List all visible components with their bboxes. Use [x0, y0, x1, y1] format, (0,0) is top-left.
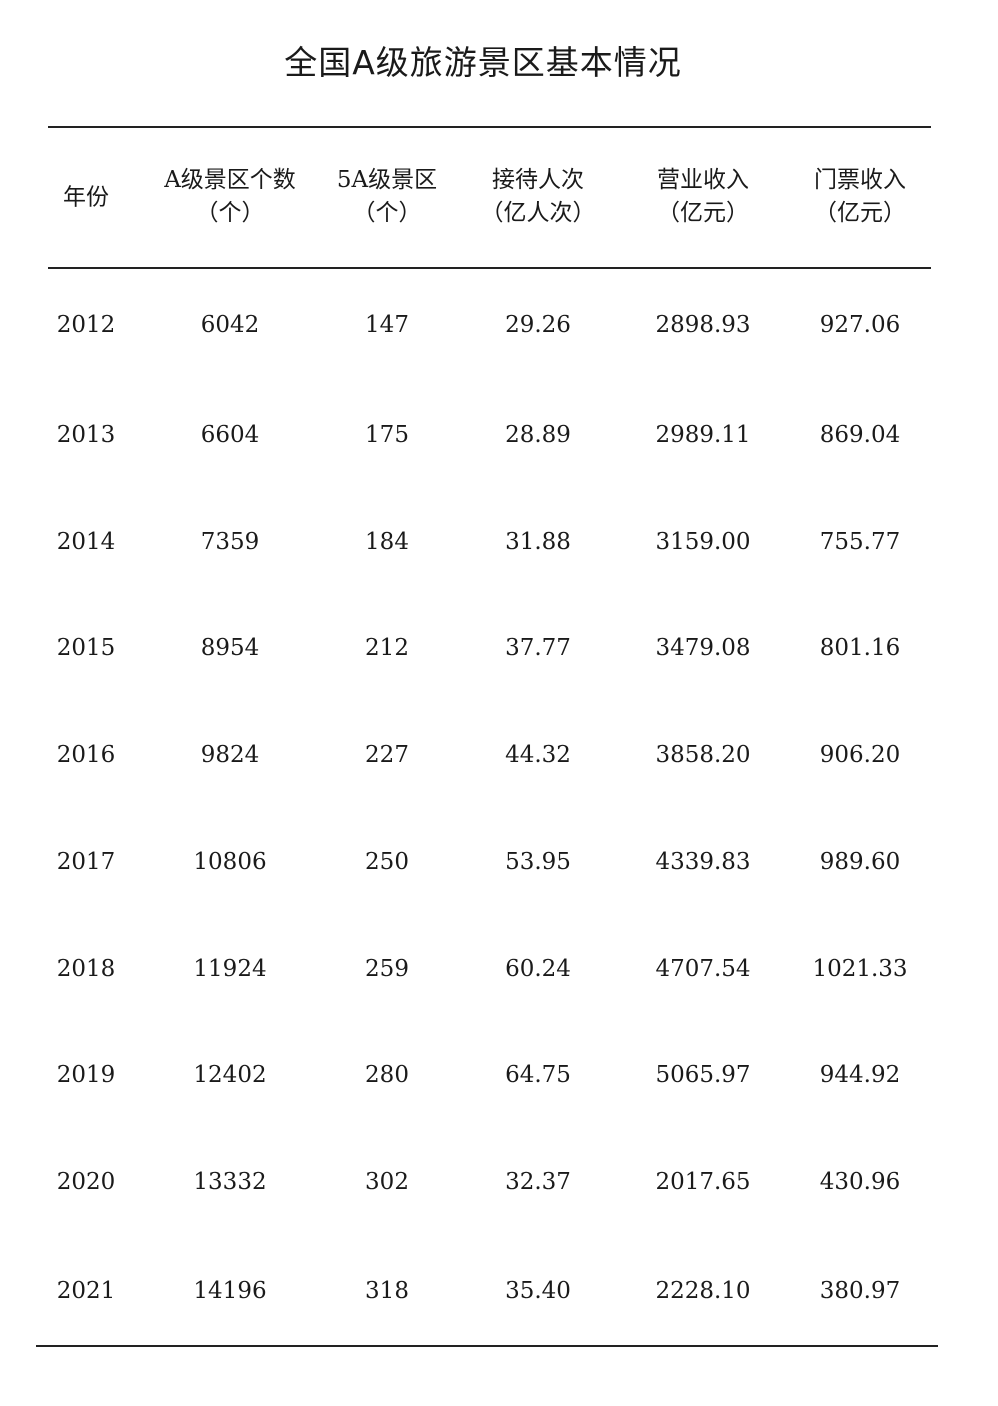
- table-cell: 6042: [200, 312, 260, 338]
- table-cell: 989.60: [819, 849, 901, 875]
- column-header-unit: （个）: [195, 200, 265, 226]
- table-cell: 44.32: [505, 742, 571, 768]
- table-cell: 4339.83: [655, 849, 751, 875]
- column-header-unit: （亿人次）: [480, 200, 596, 226]
- table-cell: 3479.08: [655, 635, 751, 661]
- table-cell: 29.26: [505, 312, 571, 338]
- table-cell: 2989.11: [655, 422, 751, 448]
- column-header-label: 5A级景区: [336, 167, 438, 193]
- table-cell: 147: [365, 312, 409, 338]
- row-year: 2016: [56, 742, 116, 768]
- column-header: A级景区个数 （个）: [164, 164, 296, 230]
- column-header: 门票收入 （亿元）: [814, 164, 906, 230]
- table-cell: 944.92: [819, 1062, 901, 1088]
- column-header-label: 接待人次: [492, 167, 584, 193]
- table-cell: 9824: [200, 742, 260, 768]
- table-cell: 32.37: [505, 1169, 571, 1195]
- column-header-label: 门票收入: [814, 167, 906, 193]
- table-cell: 10806: [193, 849, 267, 875]
- table-cell: 11924: [193, 956, 267, 982]
- table-cell: 2228.10: [655, 1278, 751, 1304]
- column-header-label: A级景区个数: [164, 167, 296, 193]
- table-cell: 7359: [200, 529, 260, 555]
- table-cell: 5065.97: [655, 1062, 751, 1088]
- row-year: 2013: [56, 422, 116, 448]
- table-cell: 13332: [193, 1169, 267, 1195]
- table-cell: 3159.00: [655, 529, 751, 555]
- table-cell: 302: [365, 1169, 409, 1195]
- table-cell: 380.97: [819, 1278, 901, 1304]
- table-cell: 12402: [193, 1062, 267, 1088]
- column-header: 接待人次 （亿人次）: [481, 164, 596, 230]
- column-header-unit: （个）: [352, 200, 422, 226]
- column-header-unit: （亿元）: [657, 200, 749, 226]
- row-year: 2018: [56, 956, 116, 982]
- table-cell: 3858.20: [655, 742, 751, 768]
- table-cell: 64.75: [505, 1062, 571, 1088]
- row-year: 2015: [56, 635, 116, 661]
- table-cell: 906.20: [819, 742, 901, 768]
- table-cell: 14196: [193, 1278, 267, 1304]
- column-header-label: 营业收入: [657, 167, 749, 193]
- row-year: 2019: [56, 1062, 116, 1088]
- table-cell: 2017.65: [655, 1169, 751, 1195]
- table-cell: 53.95: [505, 849, 571, 875]
- table-cell: 212: [365, 635, 409, 661]
- top-rule: [48, 126, 931, 128]
- table-cell: 2898.93: [655, 312, 751, 338]
- table-cell: 280: [365, 1062, 409, 1088]
- row-year: 2017: [56, 849, 116, 875]
- table-cell: 28.89: [505, 422, 571, 448]
- table-cell: 31.88: [505, 529, 571, 555]
- row-year: 2012: [56, 312, 116, 338]
- table-cell: 259: [365, 956, 409, 982]
- table-cell: 175: [365, 422, 409, 448]
- table-cell: 4707.54: [655, 956, 751, 982]
- table-cell: 755.77: [819, 529, 901, 555]
- table-cell: 801.16: [819, 635, 901, 661]
- column-header-label: 年份: [63, 184, 109, 211]
- table-cell: 927.06: [819, 312, 901, 338]
- table-cell: 35.40: [505, 1278, 571, 1304]
- table-cell: 318: [365, 1278, 409, 1304]
- table-title: 全国A级旅游景区基本情况: [284, 43, 682, 82]
- table-cell: 869.04: [819, 422, 901, 448]
- table-cell: 250: [365, 849, 409, 875]
- table-cell: 1021.33: [812, 956, 908, 982]
- table-cell: 430.96: [819, 1169, 901, 1195]
- table-cell: 184: [365, 529, 409, 555]
- column-header-unit: （亿元）: [814, 200, 906, 226]
- row-year: 2021: [56, 1278, 116, 1304]
- column-header: 5A级景区 （个）: [337, 164, 437, 230]
- row-year: 2014: [56, 529, 116, 555]
- table-cell: 227: [365, 742, 409, 768]
- row-year: 2020: [56, 1169, 116, 1195]
- column-header: 年份: [63, 182, 109, 215]
- table-cell: 8954: [200, 635, 260, 661]
- bottom-rule: [36, 1345, 938, 1347]
- table-cell: 60.24: [505, 956, 571, 982]
- table-cell: 37.77: [505, 635, 571, 661]
- table-cell: 6604: [200, 422, 260, 448]
- header-rule: [48, 267, 931, 269]
- column-header: 营业收入 （亿元）: [657, 164, 749, 230]
